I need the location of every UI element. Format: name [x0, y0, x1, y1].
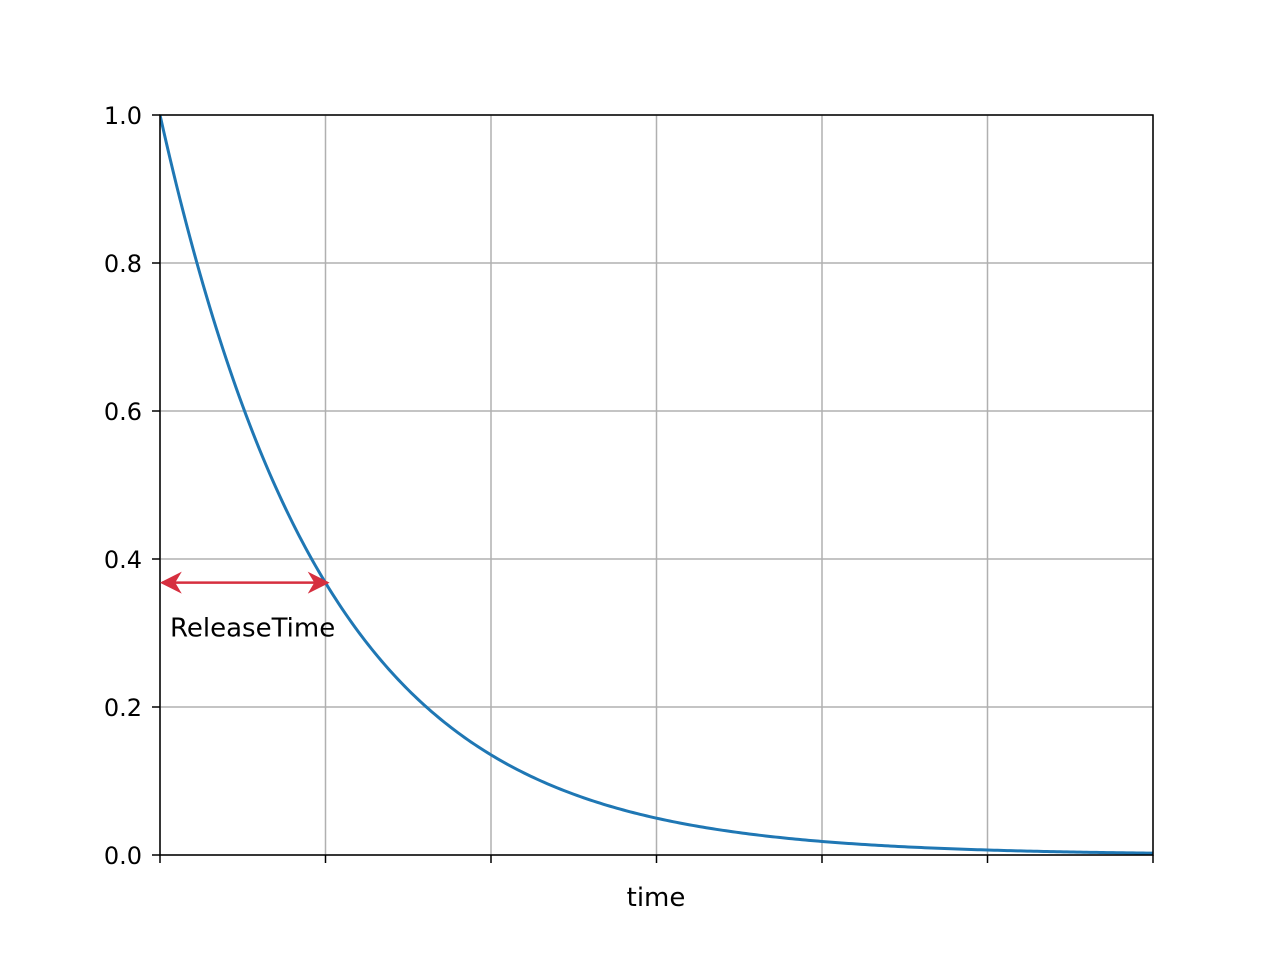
y-tick-label-1: 0.2 — [104, 694, 142, 722]
y-tick-label-5: 1.0 — [104, 102, 142, 130]
release-time-label: ReleaseTime — [170, 614, 335, 644]
annotation-layer: ReleaseTime — [159, 571, 335, 644]
y-tick-label-0: 0.0 — [104, 842, 142, 870]
grid-lines — [159, 114, 1154, 856]
y-tick-label-3: 0.6 — [104, 398, 142, 426]
y-tick-label-4: 0.8 — [104, 250, 142, 278]
x-axis-label: time — [627, 883, 686, 913]
x-axis-ticks — [159, 855, 1154, 863]
y-axis-ticks: 0.0 0.2 0.4 0.6 0.8 1.0 — [104, 102, 160, 870]
y-tick-label-2: 0.4 — [104, 546, 142, 574]
